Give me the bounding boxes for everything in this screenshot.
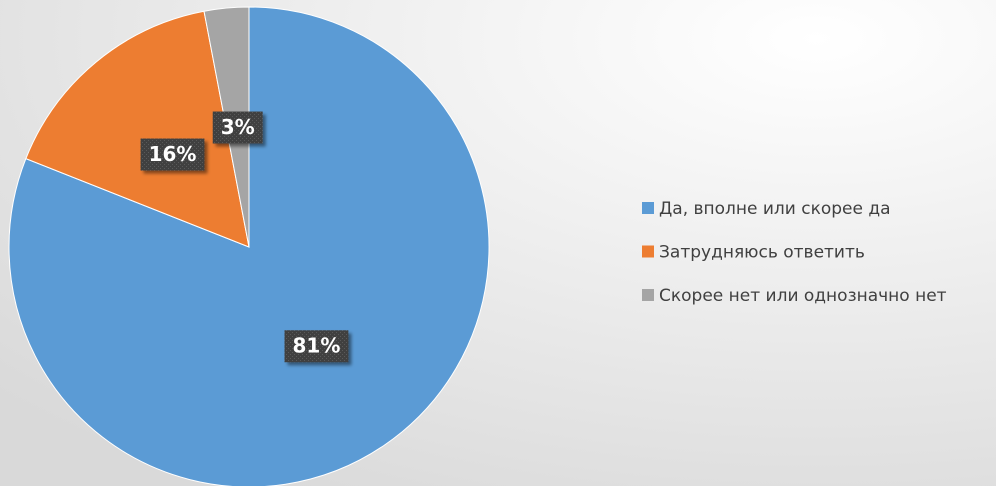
legend-swatch [642, 245, 654, 258]
data-label: 81% [293, 334, 341, 358]
legend-label: Да, вполне или скорее да [659, 199, 891, 219]
legend-label: Скорее нет или однозначно нет [659, 286, 947, 306]
legend: Да, вполне или скорее да Затрудняюсь отве… [642, 199, 947, 306]
data-labels: 81% 16% 3% [140, 111, 349, 363]
pie-slice [8, 6, 490, 486]
pie-slice [25, 10, 250, 248]
data-label-box [140, 138, 205, 171]
legend-swatch [642, 289, 654, 301]
data-label-box [284, 330, 349, 363]
data-label-box [212, 111, 263, 144]
legend-label: Затрудняюсь ответить [659, 243, 865, 263]
slices [8, 6, 490, 486]
data-label: 16% [149, 142, 197, 166]
legend-swatch [642, 202, 654, 214]
data-label: 3% [221, 115, 255, 139]
